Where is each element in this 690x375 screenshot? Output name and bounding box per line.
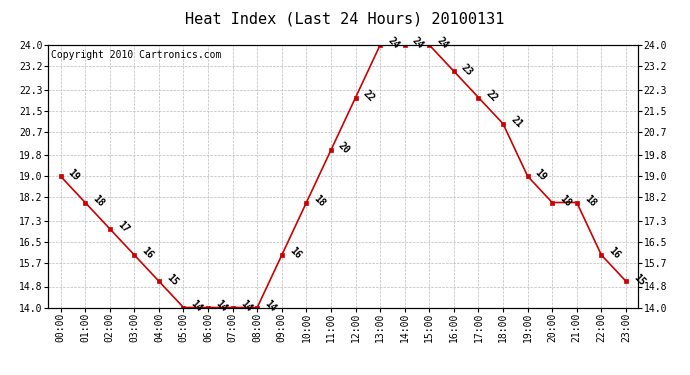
Text: 16: 16 [607, 246, 622, 261]
Text: 22: 22 [484, 88, 500, 104]
Text: 20: 20 [337, 141, 352, 156]
Text: 23: 23 [460, 62, 475, 77]
Text: 19: 19 [533, 167, 549, 182]
Text: 16: 16 [140, 246, 155, 261]
Text: 24: 24 [435, 36, 451, 51]
Text: 18: 18 [90, 193, 106, 208]
Text: 17: 17 [115, 219, 130, 235]
Text: 19: 19 [66, 167, 81, 182]
Text: 24: 24 [411, 36, 426, 51]
Text: 14: 14 [263, 298, 278, 314]
Text: 22: 22 [361, 88, 377, 104]
Text: 21: 21 [509, 114, 524, 130]
Text: 15: 15 [631, 272, 647, 287]
Text: 18: 18 [582, 193, 598, 208]
Text: 14: 14 [214, 298, 229, 314]
Text: 24: 24 [386, 36, 401, 51]
Text: 15: 15 [164, 272, 180, 287]
Text: 14: 14 [238, 298, 254, 314]
Text: 16: 16 [287, 246, 303, 261]
Text: Heat Index (Last 24 Hours) 20100131: Heat Index (Last 24 Hours) 20100131 [186, 11, 504, 26]
Text: 18: 18 [558, 193, 573, 208]
Text: 14: 14 [189, 298, 204, 314]
Text: 18: 18 [312, 193, 327, 208]
Text: Copyright 2010 Cartronics.com: Copyright 2010 Cartronics.com [51, 50, 221, 60]
